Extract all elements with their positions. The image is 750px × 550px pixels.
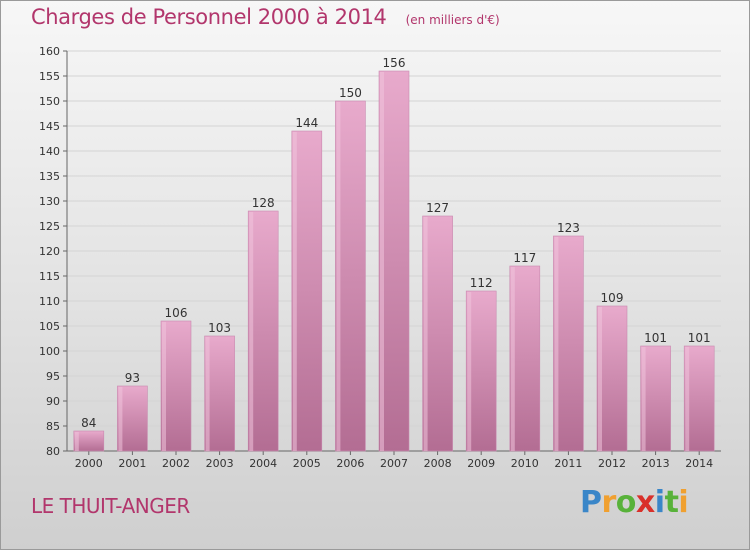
- y-tick-label: 80: [46, 445, 60, 458]
- bar-value-label: 117: [513, 251, 536, 265]
- x-tick-label: 2005: [293, 457, 321, 470]
- bar-highlight: [205, 337, 210, 451]
- bar-value-label: 150: [339, 86, 362, 100]
- bar-value-label: 128: [252, 196, 275, 210]
- location-label: LE THUIT-ANGER: [31, 494, 190, 518]
- bar: [73, 430, 105, 452]
- y-tick-label: 155: [39, 70, 60, 83]
- bar-highlight: [118, 387, 123, 451]
- y-tick-label: 120: [39, 245, 60, 258]
- logo-letter: r: [601, 485, 617, 520]
- x-tick-label: 2010: [511, 457, 539, 470]
- bar-value-label: 93: [125, 371, 140, 385]
- bar-value-label: 84: [81, 416, 96, 430]
- bar-highlight: [467, 292, 472, 451]
- bar-highlight: [336, 102, 341, 451]
- bar-highlight: [162, 322, 166, 451]
- bar-value-label: 109: [601, 291, 624, 305]
- bar-highlight: [554, 237, 559, 451]
- bar-value-label: 106: [165, 306, 188, 320]
- y-tick-label: 110: [39, 295, 60, 308]
- y-tick-label: 105: [39, 320, 60, 333]
- y-tick-label: 140: [39, 145, 60, 158]
- title-block: Charges de Personnel 2000 à 2014 (en mil…: [31, 5, 500, 29]
- bar-value-label: 101: [644, 331, 667, 345]
- y-tick-label: 90: [46, 395, 60, 408]
- y-tick-label: 85: [46, 420, 60, 433]
- label-layer: 84 93 106 103 128 144 150 156 127 112 117 123 109 101…: [81, 56, 710, 430]
- x-tick-label: 2009: [467, 457, 495, 470]
- y-tick-label: 115: [39, 270, 60, 283]
- logo-letter: t: [664, 485, 679, 520]
- bar-value-label: 156: [383, 56, 406, 70]
- x-tick-label: 2002: [162, 457, 190, 470]
- bar-highlight: [641, 347, 646, 451]
- bar-highlight: [292, 132, 297, 451]
- logo-letter: i: [678, 485, 689, 520]
- bar-highlight: [510, 267, 515, 451]
- bar-layer: [73, 70, 715, 452]
- x-tick-label: 2003: [206, 457, 234, 470]
- y-tick-label: 125: [39, 220, 60, 233]
- bar-highlight: [380, 72, 384, 451]
- x-tick-label: 2014: [685, 457, 713, 470]
- bar-highlight: [598, 307, 602, 451]
- x-tick-label: 2008: [424, 457, 452, 470]
- y-tick-label: 160: [39, 45, 60, 58]
- bar-value-label: 123: [557, 221, 580, 235]
- logo-letter: x: [635, 485, 655, 520]
- y-tick-label: 130: [39, 195, 60, 208]
- bar-highlight: [74, 432, 79, 451]
- y-tick-label: 145: [39, 120, 60, 133]
- y-tick-label: 95: [46, 370, 60, 383]
- logo-letter: P: [580, 485, 602, 520]
- chart-title: Charges de Personnel 2000 à 2014: [31, 5, 387, 29]
- chart-subtitle: (en milliers d'€): [405, 13, 500, 27]
- x-tick-label: 2004: [249, 457, 277, 470]
- x-tick-label: 2001: [118, 457, 146, 470]
- x-tick-label: 2000: [75, 457, 103, 470]
- x-tick-label: 2013: [642, 457, 670, 470]
- proxiti-logo: Proxiti: [580, 485, 689, 520]
- y-tick-label: 150: [39, 95, 60, 108]
- bar-value-label: 112: [470, 276, 493, 290]
- y-tick-label: 100: [39, 345, 60, 358]
- bar-highlight: [249, 212, 254, 451]
- bar-value-label: 127: [426, 201, 449, 215]
- x-tick-label: 2012: [598, 457, 626, 470]
- bar-value-label: 101: [688, 331, 711, 345]
- y-tick-label: 135: [39, 170, 60, 183]
- bar-highlight: [685, 347, 690, 451]
- x-tick-label: 2006: [336, 457, 364, 470]
- logo-letter: o: [615, 485, 637, 520]
- x-tick-label: 2011: [554, 457, 582, 470]
- bar-value-label: 103: [208, 321, 231, 335]
- bar-highlight: [423, 217, 428, 451]
- bar-value-label: 144: [295, 116, 318, 130]
- x-tick-label: 2007: [380, 457, 408, 470]
- logo-letter: i: [654, 485, 665, 520]
